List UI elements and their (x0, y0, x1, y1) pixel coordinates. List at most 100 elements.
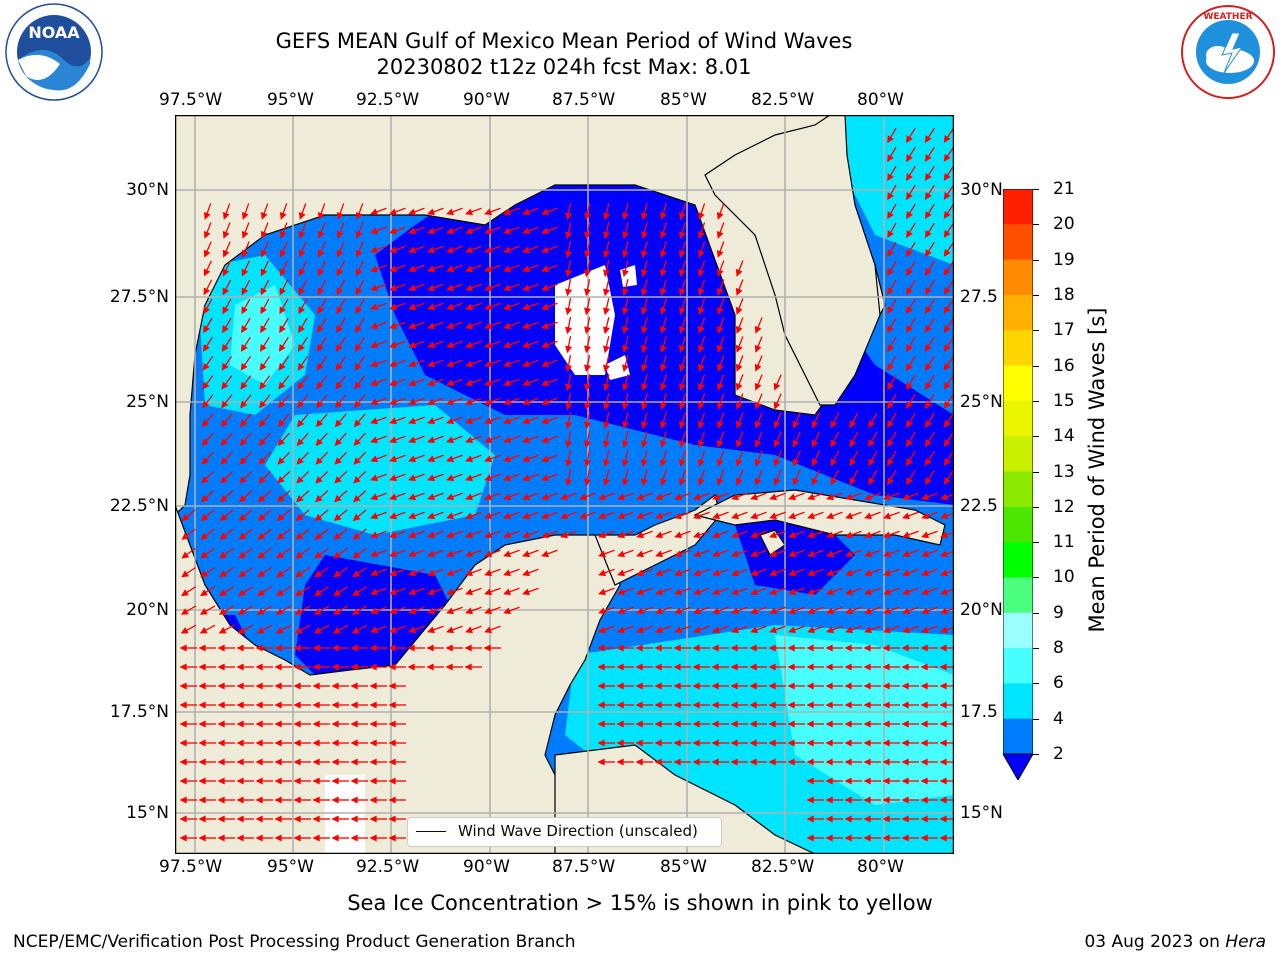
arrow-head (678, 383, 686, 392)
arrow-head (697, 345, 705, 353)
arrow-head (939, 815, 947, 823)
arrow-head (887, 325, 894, 334)
arrow-head (845, 588, 854, 596)
arrow-head (427, 398, 436, 406)
arrow-head (621, 440, 629, 449)
graticule (175, 115, 954, 854)
arrow-head (258, 419, 267, 428)
arrow-head (541, 284, 550, 292)
arrow-head (369, 663, 377, 671)
arrow-head (389, 531, 398, 539)
arrow-head (355, 249, 363, 258)
arrow-head (712, 512, 721, 520)
arrow-head (640, 212, 648, 221)
arrow-head (621, 459, 629, 468)
arrow-head (906, 268, 913, 277)
arrow-head (943, 286, 951, 295)
arrow-head (565, 269, 573, 278)
arrow-head (788, 550, 797, 558)
arrow-head (678, 212, 686, 221)
arrow-head (316, 344, 324, 352)
arrow-head (408, 284, 417, 292)
arrow-head (806, 815, 814, 823)
arrow-head (465, 607, 474, 615)
colorbar-tick-label: 4 (1053, 708, 1064, 729)
arrow-head (354, 400, 362, 409)
arrow-head (298, 249, 306, 258)
arrow-head (279, 325, 286, 334)
arrow-head (350, 758, 358, 766)
arrow-head (201, 438, 210, 446)
arrow-head (750, 512, 759, 520)
arrow-head (864, 607, 873, 615)
arrow-head (239, 476, 247, 484)
arrow-head (749, 644, 757, 652)
arrow-head (693, 512, 702, 520)
arrow-head (806, 682, 814, 690)
arrow-head (200, 532, 209, 540)
arrow-head (921, 607, 930, 615)
arrow-head (446, 284, 455, 292)
arrow-head (924, 344, 932, 352)
arrow-head (203, 325, 210, 334)
arrow-head (503, 341, 512, 349)
arrow-head (924, 382, 932, 390)
arrow-head (716, 477, 724, 486)
arrow-head (883, 493, 892, 501)
arrow-head (640, 459, 648, 468)
svg-text:WEATHER: WEATHER (1203, 12, 1252, 22)
arrow-head (279, 287, 287, 296)
arrow-head (943, 210, 951, 219)
arrow-head (887, 477, 894, 486)
footer-date-text: 03 Aug 2023 on (1084, 932, 1226, 952)
arrow-head (565, 212, 573, 221)
arrow-head (181, 551, 190, 559)
arrow-head (735, 287, 743, 296)
arrow-head (276, 513, 285, 522)
arrow-head (845, 550, 854, 558)
arrow-head (336, 249, 344, 258)
arrow-head (754, 477, 762, 486)
arrow-head (750, 493, 759, 501)
colorbar-tick-mark (1033, 683, 1039, 685)
arrow-head (603, 326, 610, 335)
arrow-head (522, 265, 531, 273)
arrow-head (807, 607, 816, 615)
arrow-head (465, 208, 474, 216)
arrow-head (906, 363, 913, 372)
arrow-head (276, 570, 285, 578)
arrow-head (693, 607, 702, 615)
arrow-head (260, 325, 267, 334)
arrow-head (222, 325, 229, 334)
arrow-head (484, 303, 493, 311)
arrow-head (788, 569, 797, 577)
arrow-head (241, 306, 248, 315)
arrow-head (806, 663, 814, 671)
arrow-head (920, 682, 928, 690)
arrow-head (427, 550, 436, 558)
arrow-head (389, 379, 398, 387)
arrow-head (697, 421, 705, 429)
arrow-head (278, 344, 286, 352)
arrow-head (943, 134, 951, 143)
arrow-head (939, 777, 947, 785)
colorbar-band (1003, 224, 1033, 261)
arrow-head (621, 421, 629, 430)
arrow-head (635, 701, 643, 709)
arrow-head (754, 439, 762, 448)
arrow-head (408, 436, 417, 444)
arrow-head (788, 626, 797, 634)
arrow-head (217, 758, 225, 766)
arrow-head (921, 531, 930, 539)
arrow-head (257, 551, 266, 559)
arrow-head (294, 627, 303, 634)
arrow-head (603, 478, 610, 487)
colorbar-tick-label: 9 (1053, 602, 1064, 623)
arrow-head (825, 739, 833, 747)
arrow-head (355, 268, 363, 277)
arrow-head (198, 739, 206, 747)
arrow-head (584, 440, 591, 449)
arrow-head (336, 306, 343, 315)
arrow-head (864, 493, 873, 501)
arrow-head (730, 720, 738, 728)
